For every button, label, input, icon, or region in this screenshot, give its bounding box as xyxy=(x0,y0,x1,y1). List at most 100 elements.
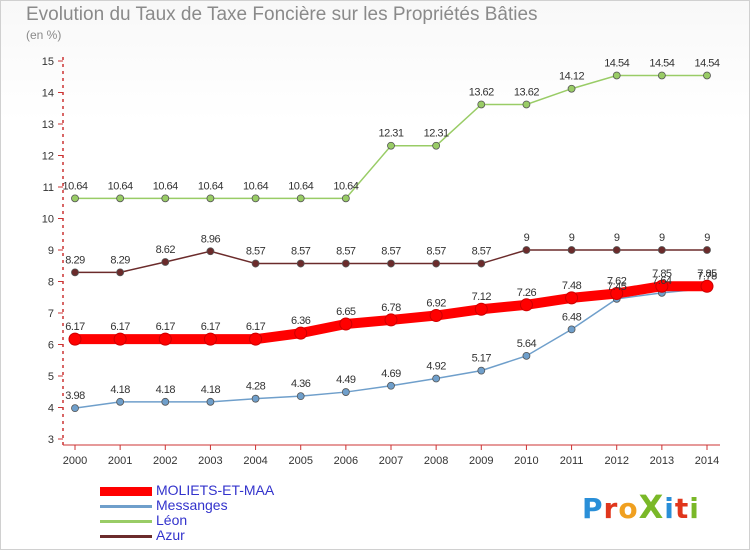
data-label: 6.36 xyxy=(291,315,311,327)
data-point xyxy=(657,71,666,80)
data-point xyxy=(341,259,350,268)
data-point xyxy=(71,268,79,277)
legend-swatch xyxy=(100,535,152,538)
data-label: 14.54 xyxy=(604,57,629,69)
chart-title: Evolution du Taux de Taxe Foncière sur l… xyxy=(26,4,538,25)
chart-subtitle: (en %) xyxy=(26,28,62,42)
logo-letter: i xyxy=(664,492,675,525)
data-label: 12.31 xyxy=(424,128,449,140)
data-label: 4.28 xyxy=(246,381,266,393)
data-point xyxy=(703,246,711,254)
data-point xyxy=(703,71,711,80)
data-label: 13.62 xyxy=(514,86,539,98)
legend-label: Léon xyxy=(156,512,188,528)
data-label: 6.92 xyxy=(426,298,446,310)
x-tick-label: 2000 xyxy=(63,455,87,467)
data-point xyxy=(206,247,215,256)
data-label: 8.29 xyxy=(65,254,85,266)
legend-swatch xyxy=(100,520,152,523)
y-tick-label: 6 xyxy=(48,340,54,352)
data-point xyxy=(296,392,305,401)
data-point xyxy=(161,258,170,266)
data-label: 14.54 xyxy=(649,57,674,69)
logo-letter: P xyxy=(582,492,604,525)
data-label: 14.54 xyxy=(694,57,719,69)
data-point xyxy=(71,194,79,203)
x-tick-label: 2003 xyxy=(198,455,222,467)
logo-letter: X xyxy=(638,488,665,526)
data-point xyxy=(251,259,260,268)
data-label: 7.85 xyxy=(697,268,717,280)
y-tick-label: 8 xyxy=(48,277,54,289)
data-label: 8.29 xyxy=(110,254,130,266)
data-point xyxy=(68,332,82,346)
data-point xyxy=(341,194,350,203)
data-label: 7.78 xyxy=(697,270,717,282)
x-tick-label: 2006 xyxy=(334,455,358,467)
data-label: 8.96 xyxy=(201,233,221,245)
legend-swatch xyxy=(100,487,152,496)
data-point xyxy=(71,404,79,413)
y-tick-label: 3 xyxy=(48,434,54,446)
y-tick-label: 7 xyxy=(48,308,54,320)
x-tick-label: 2001 xyxy=(108,455,132,467)
data-point xyxy=(700,279,714,293)
data-label: 10.64 xyxy=(333,180,358,192)
data-label: 6.17 xyxy=(201,321,221,333)
data-label: 4.18 xyxy=(110,384,130,396)
x-tick-label: 2013 xyxy=(650,455,674,467)
data-point xyxy=(522,246,531,254)
data-label: 10.64 xyxy=(153,180,178,192)
data-point xyxy=(567,246,576,254)
data-label: 8.57 xyxy=(246,246,266,258)
data-point xyxy=(116,268,125,277)
data-point xyxy=(251,394,260,403)
data-label: 7.64 xyxy=(652,275,672,287)
data-label: 5.64 xyxy=(517,338,537,350)
x-tick-label: 2011 xyxy=(560,455,584,467)
data-point xyxy=(206,194,215,203)
x-tick-label: 2008 xyxy=(424,455,448,467)
data-label: 8.57 xyxy=(291,246,311,258)
x-tick-label: 2009 xyxy=(469,455,493,467)
data-label: 7.85 xyxy=(652,268,672,280)
legend-label: MOLIETS-ET-MAA xyxy=(156,482,275,498)
data-label: 8.57 xyxy=(426,246,446,258)
data-point xyxy=(206,397,215,406)
data-label: 6.17 xyxy=(65,321,85,333)
data-label: 4.92 xyxy=(426,361,446,373)
data-label: 9 xyxy=(614,232,620,244)
x-tick-label: 2005 xyxy=(288,455,312,467)
data-label: 10.64 xyxy=(62,180,87,192)
data-label: 8.57 xyxy=(336,246,356,258)
data-point xyxy=(477,259,486,268)
data-point xyxy=(657,246,666,254)
data-label: 10.64 xyxy=(243,180,268,192)
x-tick-label: 2014 xyxy=(695,455,719,467)
data-point xyxy=(203,332,217,346)
data-label: 5.17 xyxy=(472,353,492,365)
data-label: 6.48 xyxy=(562,311,582,323)
y-tick-label: 10 xyxy=(42,214,54,226)
x-tick-label: 2007 xyxy=(379,455,403,467)
data-point xyxy=(249,332,263,346)
data-label: 6.78 xyxy=(381,302,401,314)
x-tick-label: 2010 xyxy=(514,455,538,467)
data-point xyxy=(387,141,395,150)
data-point xyxy=(567,325,576,334)
data-point xyxy=(296,259,305,268)
x-tick-label: 2004 xyxy=(243,455,267,467)
data-point xyxy=(522,100,531,109)
logo-letter: o xyxy=(618,492,639,525)
data-label: 8.57 xyxy=(381,246,401,258)
x-tick-label: 2012 xyxy=(604,455,628,467)
data-label: 8.62 xyxy=(156,244,176,256)
data-point xyxy=(432,141,441,150)
y-tick-label: 15 xyxy=(42,56,54,68)
legend-label: Azur xyxy=(156,527,185,543)
data-label: 6.17 xyxy=(110,321,130,333)
data-label: 3.98 xyxy=(65,390,85,402)
y-tick-label: 13 xyxy=(42,119,54,131)
data-label: 4.36 xyxy=(291,378,311,390)
